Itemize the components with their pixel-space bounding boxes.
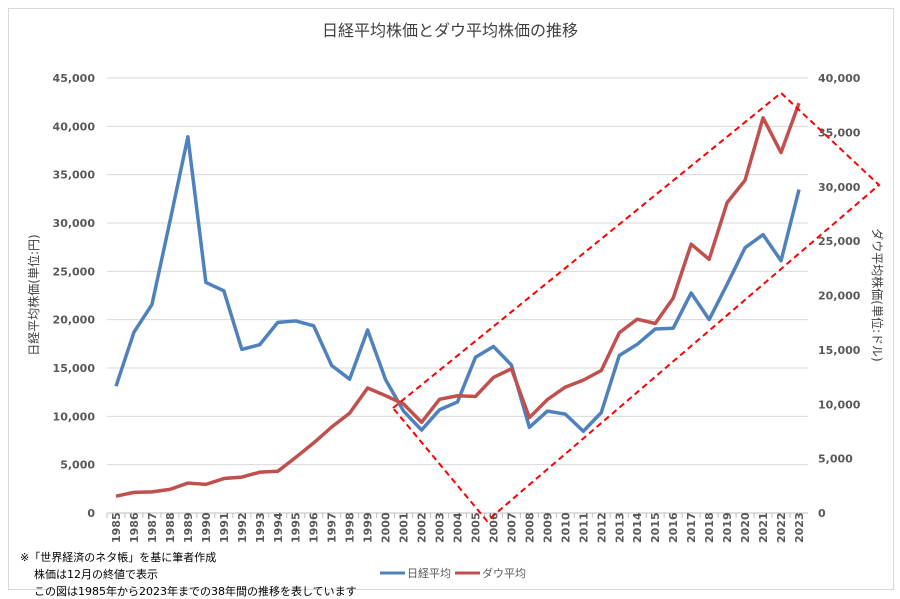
x-tick-label: 2014 — [631, 512, 644, 543]
x-tick-label: 2006 — [487, 512, 500, 543]
y-tick-label: 25,000 — [53, 265, 96, 278]
x-tick-label: 1990 — [200, 512, 213, 543]
x-tick-label: 1996 — [308, 512, 321, 543]
y2-tick-label: 25,000 — [818, 235, 861, 248]
x-tick-label: 2017 — [685, 512, 698, 543]
x-tick-label: 2022 — [775, 512, 788, 543]
y-tick-label: 35,000 — [53, 169, 96, 182]
y-tick-label: 30,000 — [53, 217, 96, 230]
x-tick-label: 1997 — [326, 512, 339, 543]
footnote-price: 株価は12月の終値で表示 — [34, 568, 158, 581]
x-tick-label: 1999 — [362, 512, 375, 543]
y-tick-label: 5,000 — [60, 459, 95, 472]
x-tick-label: 1993 — [254, 512, 267, 543]
trend-channel-annotation — [391, 91, 881, 523]
x-tick-label: 1992 — [236, 512, 249, 543]
y-axis-title: 日経平均株価(単位:円) — [26, 234, 41, 355]
x-tick-label: 2004 — [452, 512, 465, 543]
x-tick-label: 2005 — [469, 512, 482, 543]
y2-tick-label: 40,000 — [818, 72, 861, 85]
x-tick-label: 2016 — [667, 512, 680, 543]
x-tick-label: 2013 — [613, 512, 626, 543]
y2-tick-label: 30,000 — [818, 181, 861, 194]
y2-axis-title: ダウ平均株価(単位:ドル) — [870, 228, 885, 361]
x-tick-label: 2011 — [577, 512, 590, 543]
chart-frame — [8, 8, 894, 590]
legend: 日経平均 ダウ平均 — [380, 566, 526, 580]
x-tick-label: 1988 — [164, 512, 177, 543]
series-line-dow — [115, 102, 801, 498]
x-tick-label: 1991 — [218, 512, 231, 543]
y2-tick-label: 5,000 — [818, 453, 853, 466]
x-tick-label: 2009 — [541, 512, 554, 543]
y2-tick-label: 10,000 — [818, 398, 861, 411]
x-tick-label: 2001 — [398, 512, 411, 543]
x-tick-label: 2015 — [649, 512, 662, 543]
series-line-nikkei — [114, 135, 801, 434]
x-tick-label: 2019 — [721, 512, 734, 543]
legend-label-nikkei: 日経平均 — [407, 567, 451, 580]
x-tick-label: 2020 — [739, 512, 752, 543]
x-tick-label: 1998 — [344, 512, 357, 543]
x-tick-label: 2008 — [523, 512, 536, 543]
x-tick-label: 2018 — [703, 512, 716, 543]
x-tick-label: 2003 — [434, 512, 447, 543]
y2-tick-label: 0 — [818, 507, 826, 520]
x-tick-label: 2010 — [559, 512, 572, 543]
x-tick-label: 1995 — [290, 512, 303, 543]
y-tick-label: 15,000 — [53, 362, 96, 375]
x-tick-label: 2002 — [416, 512, 429, 543]
y-tick-label: 20,000 — [53, 314, 96, 327]
y2-tick-label: 15,000 — [818, 344, 861, 357]
footnote-period: この図は1985年から2023年までの38年間の推移を表しています — [34, 585, 357, 598]
chart-title: 日経平均株価とダウ平均株価の推移 — [322, 21, 578, 40]
x-tick-label: 1986 — [128, 512, 141, 543]
x-tick-label: 1987 — [146, 512, 159, 543]
x-tick-label: 2023 — [793, 512, 806, 543]
x-tick-label: 2007 — [505, 512, 518, 543]
x-tick-label: 1985 — [110, 512, 123, 543]
x-tick-label: 1989 — [182, 512, 195, 543]
footnote-source: ※「世界経済のネタ帳」を基に筆者作成 — [20, 551, 217, 564]
y-tick-label: 40,000 — [53, 120, 96, 133]
y2-tick-label: 20,000 — [818, 290, 861, 303]
x-tick-label: 2021 — [757, 512, 770, 543]
legend-label-dow: ダウ平均 — [482, 566, 526, 580]
y-tick-label: 10,000 — [53, 410, 96, 423]
x-tick-label: 1994 — [272, 512, 285, 543]
x-tick-label: 2000 — [380, 512, 393, 543]
y-tick-label: 0 — [87, 507, 95, 520]
y2-tick-label: 35,000 — [818, 126, 861, 139]
x-tick-label: 2012 — [595, 512, 608, 543]
y-tick-label: 45,000 — [53, 72, 96, 85]
